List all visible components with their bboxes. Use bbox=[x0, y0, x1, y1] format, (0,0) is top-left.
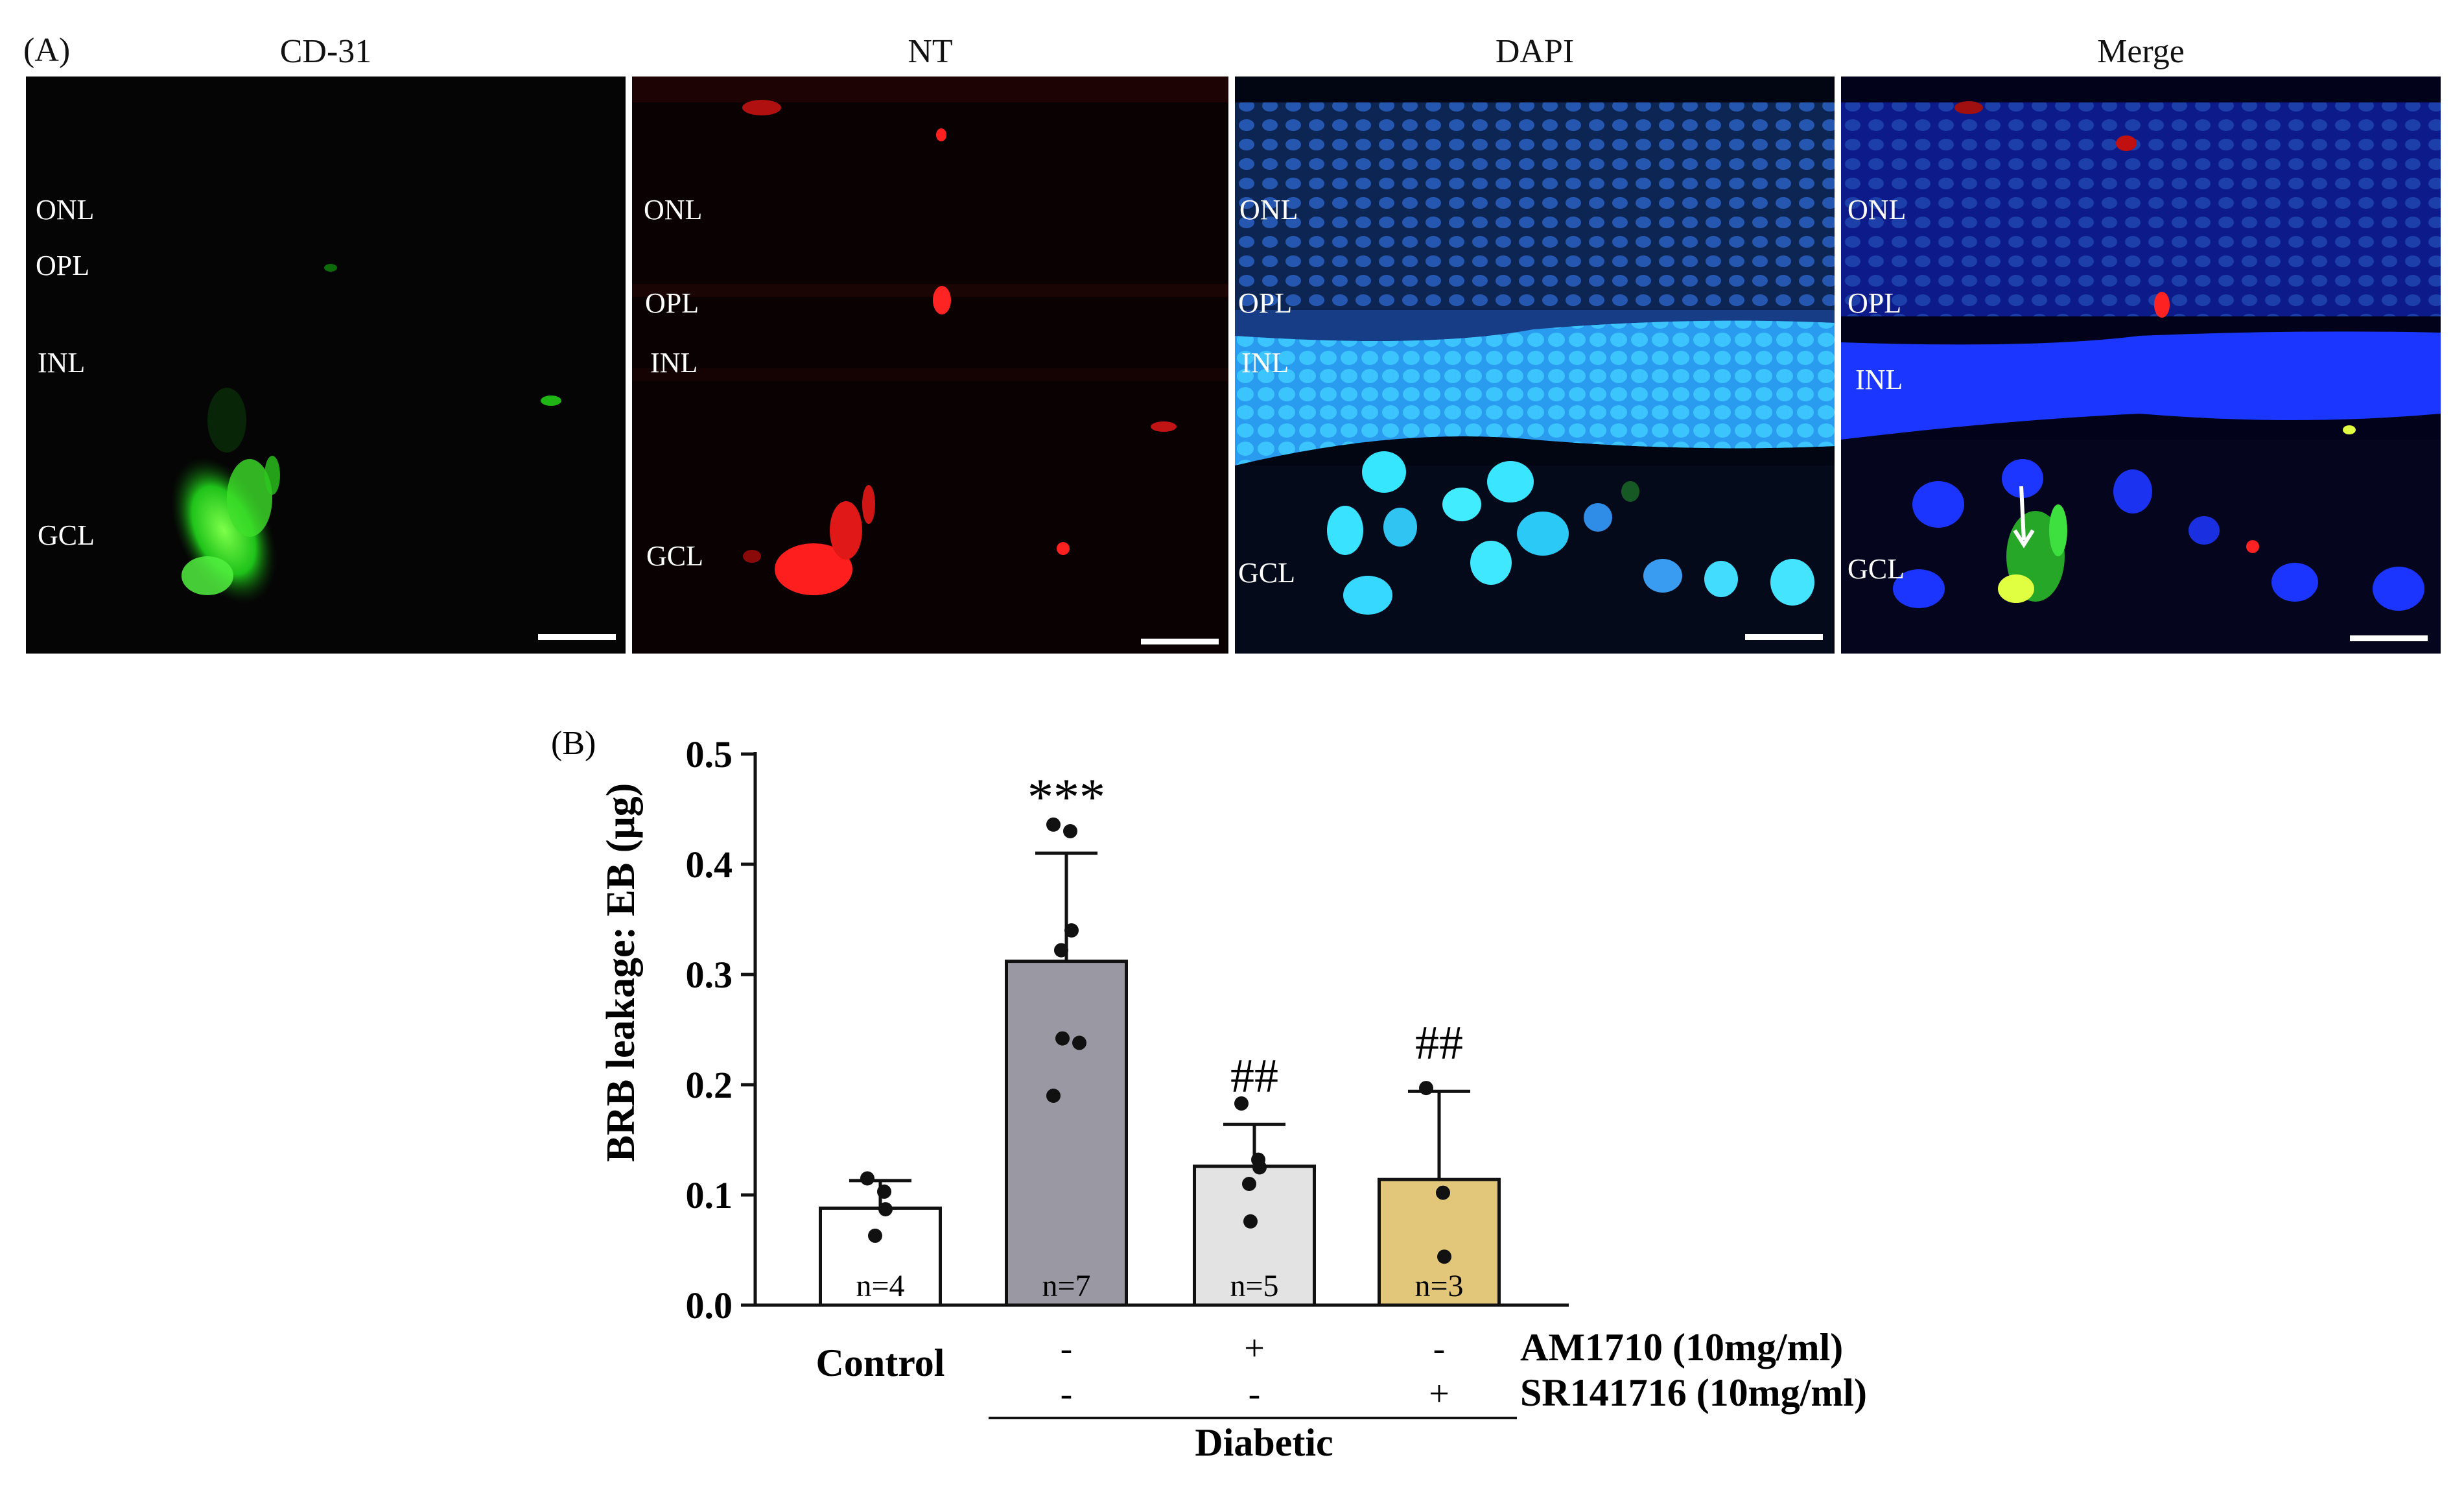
label-inl-4: INL bbox=[1855, 364, 1903, 396]
micrograph-dapi-image bbox=[1235, 102, 1835, 654]
y-tick-label: 0.1 bbox=[686, 1174, 733, 1216]
n-label: n=5 bbox=[1230, 1269, 1278, 1303]
label-opl-2: OPL bbox=[645, 287, 699, 319]
scale-bar-4 bbox=[2350, 635, 2428, 641]
label-onl-4: ONL bbox=[1848, 194, 1907, 226]
panel-title-nt: NT bbox=[908, 33, 953, 70]
bar bbox=[1378, 1177, 1501, 1307]
data-point bbox=[1064, 923, 1079, 938]
panel-title-cd31: CD-31 bbox=[279, 33, 372, 70]
y-axis-label: BRB leakage: EB (μg) bbox=[599, 783, 643, 1163]
micrograph-cd31 bbox=[26, 77, 626, 654]
am1710-sign-diabetic: - bbox=[1061, 1329, 1073, 1369]
bar-group: n=7 *** bbox=[1005, 769, 1128, 1307]
bar-group: n=3 ## bbox=[1378, 1017, 1501, 1307]
label-opl-4: OPL bbox=[1848, 287, 1902, 319]
data-point bbox=[1046, 1089, 1061, 1103]
data-point bbox=[868, 1228, 882, 1243]
data-point bbox=[1234, 1096, 1249, 1111]
label-opl-3: OPL bbox=[1238, 287, 1293, 319]
panel-title-merge: Merge bbox=[2097, 33, 2185, 70]
control-label: Control bbox=[816, 1341, 945, 1384]
label-inl-3: INL bbox=[1241, 347, 1289, 379]
n-label: n=7 bbox=[1042, 1269, 1090, 1303]
micrograph-merge-image bbox=[1841, 101, 2441, 654]
data-point bbox=[878, 1202, 893, 1217]
micrograph-merge bbox=[1841, 77, 2441, 654]
data-point bbox=[1063, 824, 1077, 838]
label-opl-1: OPL bbox=[36, 250, 90, 281]
scale-bar-3 bbox=[1745, 634, 1823, 640]
data-point bbox=[1437, 1249, 1451, 1264]
significance-annotation: ## bbox=[1230, 1050, 1278, 1103]
data-point bbox=[1252, 1160, 1267, 1175]
data-point bbox=[877, 1184, 891, 1199]
am1710-sign-am: + bbox=[1244, 1329, 1265, 1369]
sr141716-sign-am: - bbox=[1249, 1374, 1261, 1414]
bar bbox=[1193, 1164, 1316, 1307]
panel-title-dapi: DAPI bbox=[1495, 33, 1575, 70]
y-tick-label: 0.2 bbox=[686, 1064, 733, 1106]
label-onl-1: ONL bbox=[36, 194, 95, 226]
label-gcl-2: GCL bbox=[646, 540, 703, 572]
label-inl-1: INL bbox=[38, 347, 86, 379]
micrograph-cd31-image bbox=[170, 264, 561, 604]
micrograph-nt-image bbox=[632, 77, 1228, 595]
data-point bbox=[1054, 943, 1068, 958]
panel-b-letter: (B) bbox=[551, 725, 596, 762]
bar-group: n=4 bbox=[819, 1171, 942, 1307]
y-tick-label: 0.5 bbox=[686, 733, 733, 775]
sr141716-label: SR141716 (10mg/ml) bbox=[1520, 1371, 1867, 1414]
bar bbox=[819, 1206, 942, 1307]
significance-annotation: ## bbox=[1415, 1017, 1463, 1070]
n-label: n=4 bbox=[856, 1269, 904, 1303]
significance-annotation: *** bbox=[1027, 769, 1105, 826]
label-onl-2: ONL bbox=[644, 194, 703, 226]
sr141716-sign-sr: + bbox=[1429, 1374, 1449, 1414]
micrograph-nt bbox=[632, 77, 1228, 654]
label-inl-2: INL bbox=[650, 347, 698, 379]
y-tick-label: 0.3 bbox=[686, 954, 733, 996]
data-point bbox=[860, 1171, 874, 1186]
data-point bbox=[1419, 1081, 1433, 1096]
bar bbox=[1005, 960, 1128, 1307]
data-point bbox=[1242, 1177, 1256, 1191]
n-label: n=3 bbox=[1414, 1269, 1463, 1303]
y-tick-label: 0.0 bbox=[686, 1284, 733, 1327]
y-tick-label: 0.4 bbox=[686, 844, 733, 886]
data-point bbox=[1072, 1035, 1086, 1050]
am1710-sign-sr: - bbox=[1433, 1329, 1446, 1369]
panel-a-letter: (A) bbox=[23, 32, 71, 69]
diabetic-label: Diabetic bbox=[1195, 1421, 1333, 1464]
data-point bbox=[1243, 1214, 1258, 1229]
scale-bar-2 bbox=[1141, 639, 1219, 644]
label-gcl-1: GCL bbox=[38, 519, 95, 551]
data-point bbox=[1055, 1031, 1070, 1046]
bars-layer: n=4 n=7 *** n=5 ## n=3 ## bbox=[819, 769, 1501, 1307]
sr141716-sign-diabetic: - bbox=[1061, 1374, 1073, 1414]
label-onl-3: ONL bbox=[1239, 194, 1298, 226]
bar-group: n=5 ## bbox=[1193, 1050, 1316, 1307]
label-gcl-3: GCL bbox=[1238, 557, 1295, 589]
data-point bbox=[1046, 817, 1061, 832]
am1710-label: AM1710 (10mg/ml) bbox=[1520, 1326, 1843, 1369]
micrograph-dapi bbox=[1235, 77, 1835, 654]
label-gcl-4: GCL bbox=[1848, 553, 1905, 585]
scale-bar-1 bbox=[538, 634, 616, 640]
group-labels: Control - + - - - + AM1710 (10mg/ml) SR1… bbox=[816, 1326, 1867, 1464]
data-point bbox=[1436, 1185, 1450, 1200]
